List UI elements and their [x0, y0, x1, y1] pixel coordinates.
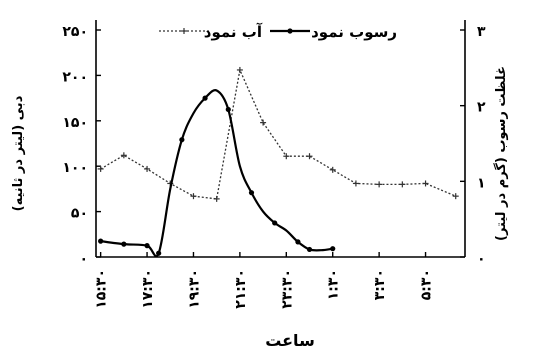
x-tick-label: ۱۵:۳۰: [94, 269, 110, 309]
series-marker-discharge: [260, 119, 267, 126]
series-marker-sediment: [179, 137, 185, 143]
series-marker-sediment: [202, 95, 208, 101]
series-marker-discharge: [452, 193, 459, 200]
series-layer: [97, 66, 459, 258]
series-marker-discharge: [213, 195, 220, 202]
x-tick-label: ۱:۳۰: [326, 269, 342, 300]
series-marker-sediment: [144, 243, 150, 249]
axes: ۰ ۵۰ ۱۰۰ ۱۵۰ ۲۰۰ ۲۵۰ ۰ ۱ ۲ ۳ ۱۵:۳۰ ۱۷:۳۰ ۱۹:۳۰ ۲۱:۳۰ ۲…: [62, 20, 486, 309]
x-tick-label: ۱۹:۳۰: [186, 269, 202, 309]
y-left-tick-label: ۲۵۰: [62, 24, 88, 40]
series-marker-discharge: [236, 66, 243, 73]
y-axis-left-label: دبی (لیتر در ثانیه): [11, 95, 26, 211]
series-marker-sediment: [306, 246, 313, 253]
series-marker-discharge: [144, 165, 151, 172]
y-right-tick-label: ۳: [477, 24, 486, 40]
series-marker-sediment: [248, 190, 255, 196]
y-right-tick-label: ۲: [477, 100, 486, 116]
y-right-tick-label: ۰: [477, 251, 486, 267]
y-left-tick-label: ۰: [79, 251, 88, 267]
legend: آب نمود رسوب نمود: [159, 23, 397, 41]
series-line-sediment: [100, 89, 333, 258]
series-marker-discharge: [97, 165, 104, 172]
x-tick-label: ۲۱:۳۰: [233, 269, 249, 309]
legend-marker-sediment: [287, 28, 293, 34]
series-marker-sediment: [295, 239, 301, 245]
legend-label-discharge: آب نمود: [204, 23, 263, 41]
legend-label-sediment: رسوب نمود: [311, 23, 397, 41]
series-line-discharge: [100, 67, 456, 200]
series-marker-sediment: [98, 238, 104, 244]
x-tick-label: ۵:۳۰: [419, 269, 435, 300]
series-marker-sediment: [225, 106, 231, 113]
series-marker-discharge: [306, 153, 313, 160]
y-axis-right-label: غلظت رسوب (گرم در لیتر): [493, 66, 509, 241]
series-marker-discharge: [399, 181, 406, 188]
x-tick-label: ۲۳:۳۰: [279, 269, 295, 309]
x-tick-label: ۱۷:۳۰: [140, 269, 156, 309]
series-marker-sediment: [272, 220, 278, 226]
y-left-tick-label: ۲۰۰: [62, 69, 88, 85]
legend-marker-discharge: [181, 28, 187, 34]
series-marker-discharge: [376, 181, 383, 188]
x-axis-label: ساعت: [265, 331, 315, 350]
series-marker-sediment: [121, 241, 127, 247]
series-marker-discharge: [283, 153, 290, 160]
series-marker-discharge: [329, 166, 336, 173]
series-marker-discharge: [422, 180, 429, 187]
y-left-tick-label: ۱۵۰: [62, 115, 88, 131]
x-tick-label: ۳:۳۰: [372, 269, 388, 300]
series-marker-discharge: [190, 193, 197, 200]
series-marker-sediment: [330, 246, 336, 252]
y-left-tick-label: ۱۰۰: [62, 160, 88, 176]
series-marker-sediment: [156, 250, 162, 256]
series-marker-discharge: [352, 180, 359, 187]
y-right-tick-label: ۱: [477, 175, 486, 191]
series-marker-discharge: [120, 152, 127, 159]
y-left-tick-label: ۵۰: [71, 206, 88, 222]
